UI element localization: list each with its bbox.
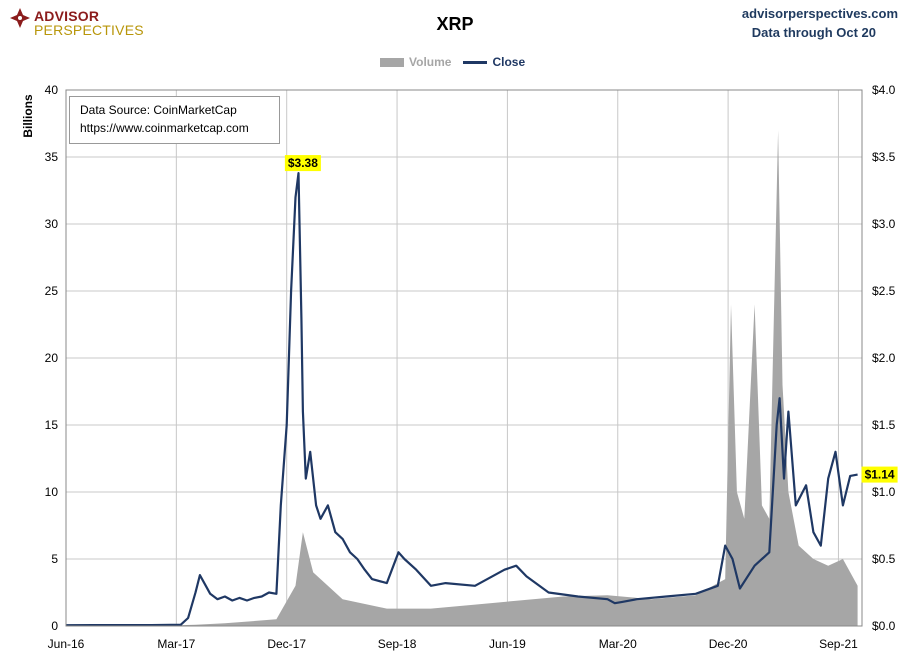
data-source-url: https://www.coinmarketcap.com bbox=[80, 121, 249, 135]
close-line bbox=[65, 172, 858, 627]
volume-area bbox=[66, 130, 858, 626]
logo-line1: ADVISOR bbox=[34, 8, 100, 24]
right-axis-ticks: $0.0 $0.5 $1.0 $1.5 $2.0 $2.5 $3.0 $3.5 $4.0 bbox=[872, 83, 896, 633]
right-tick-label: $1.5 bbox=[872, 418, 896, 432]
site-name: advisorperspectives.com bbox=[741, 6, 898, 21]
legend-close-label: Close bbox=[492, 55, 526, 69]
annotation-label: $1.14 bbox=[865, 468, 895, 482]
plot-border bbox=[65, 89, 863, 627]
right-tick-label: $3.0 bbox=[872, 217, 896, 231]
compass-icon bbox=[10, 8, 30, 28]
x-tick-label: Sep-18 bbox=[378, 637, 417, 651]
left-axis-ticks: 0 5 10 15 20 25 30 35 40 bbox=[45, 83, 59, 633]
annotation-background bbox=[861, 466, 898, 483]
right-tick-label: $4.0 bbox=[872, 83, 896, 97]
right-tick-label: $3.5 bbox=[872, 150, 896, 164]
left-tick-label: 35 bbox=[45, 150, 59, 164]
brand-logo: ADVISOR PERSPECTIVES bbox=[10, 6, 160, 40]
data-source-box: Data Source: CoinMarketCap https://www.c… bbox=[69, 96, 280, 144]
chart-title: XRP bbox=[436, 14, 474, 34]
data-source-text: Data Source: CoinMarketCap bbox=[80, 103, 237, 117]
price-annotation: $1.14 bbox=[861, 466, 898, 483]
x-tick-label: Jun-19 bbox=[489, 637, 526, 651]
y-axis-label: Billions bbox=[21, 94, 35, 138]
left-tick-label: 30 bbox=[45, 217, 59, 231]
legend-volume-label: Volume bbox=[409, 55, 452, 69]
close-series bbox=[65, 172, 858, 627]
chart-legend: Volume Close bbox=[380, 54, 525, 70]
legend-volume-swatch bbox=[380, 57, 404, 67]
right-tick-label: $2.5 bbox=[872, 284, 896, 298]
left-tick-label: 5 bbox=[51, 552, 58, 566]
right-tick-label: $0.5 bbox=[872, 552, 896, 566]
left-tick-label: 15 bbox=[45, 418, 59, 432]
left-tick-label: 10 bbox=[45, 485, 59, 499]
volume-series bbox=[66, 130, 858, 626]
right-tick-label: $1.0 bbox=[872, 485, 896, 499]
price-annotation: $3.38 bbox=[284, 155, 321, 172]
right-tick-label: $0.0 bbox=[872, 619, 896, 633]
annotation-label: $3.38 bbox=[288, 156, 318, 170]
data-through-note: Data through Oct 20 bbox=[751, 25, 876, 40]
chart-annotations: $3.38 $1.14 bbox=[284, 155, 898, 483]
x-tick-label: Jun-16 bbox=[48, 637, 85, 651]
logo-line2: PERSPECTIVES bbox=[34, 22, 144, 38]
x-tick-label: Mar-20 bbox=[599, 637, 637, 651]
x-tick-label: Dec-17 bbox=[267, 637, 306, 651]
left-tick-label: 0 bbox=[51, 619, 58, 633]
x-axis-ticks: Jun-16 Mar-17 Dec-17 Sep-18 Jun-19 Mar-20 Dec-… bbox=[48, 637, 858, 651]
x-tick-label: Sep-21 bbox=[819, 637, 858, 651]
left-tick-label: 40 bbox=[45, 83, 59, 97]
left-tick-label: 20 bbox=[45, 351, 59, 365]
legend-close-swatch bbox=[463, 60, 488, 64]
right-tick-label: $2.0 bbox=[872, 351, 896, 365]
annotation-background bbox=[284, 155, 321, 172]
chart-axes bbox=[65, 89, 863, 627]
left-tick-label: 25 bbox=[45, 284, 59, 298]
x-tick-label: Dec-20 bbox=[709, 637, 748, 651]
x-tick-label: Mar-17 bbox=[157, 637, 195, 651]
